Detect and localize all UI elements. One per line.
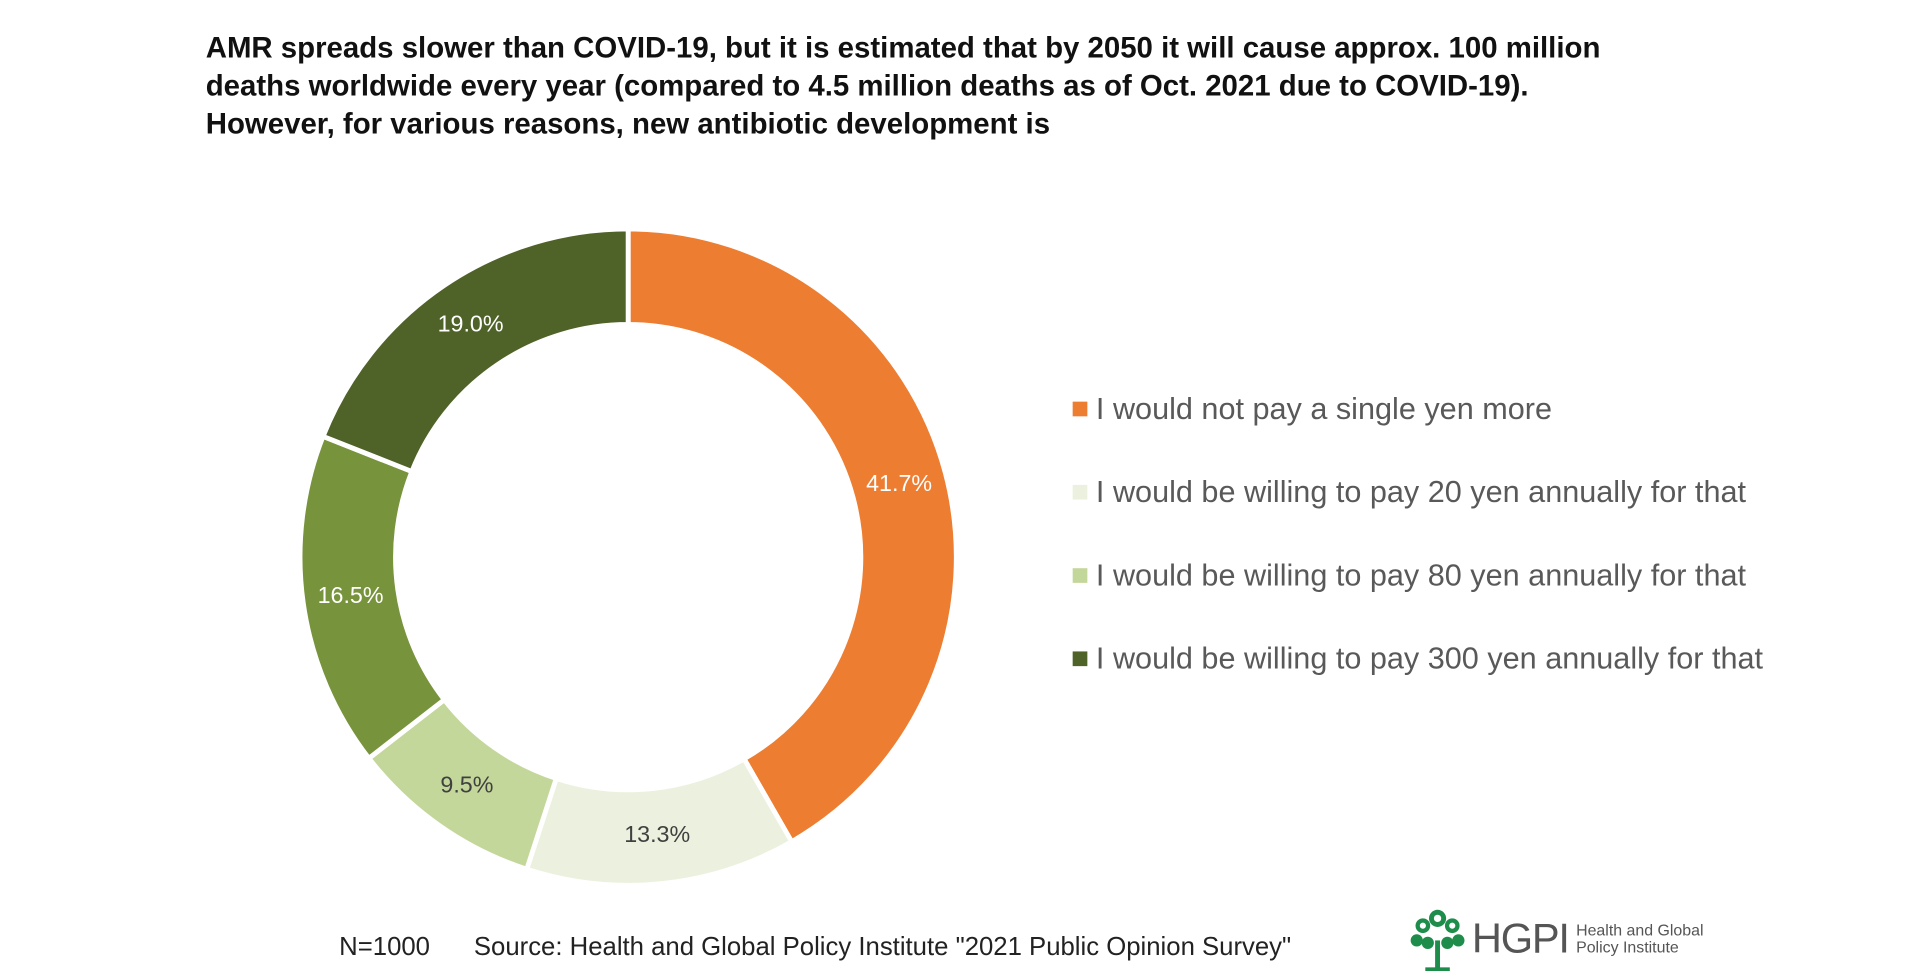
legend-swatch — [1072, 484, 1088, 500]
legend-item: I would not pay a single yen more — [1072, 367, 1763, 450]
slice-data-label: 9.5% — [440, 772, 493, 798]
legend-swatch — [1072, 401, 1088, 417]
legend-label: I would be willing to pay 80 yen annuall… — [1095, 557, 1747, 593]
tree-icon — [1410, 909, 1465, 972]
source-note: Source: Health and Global Policy Institu… — [473, 933, 1292, 962]
hgpi-logo: HGPI Health and Global Policy Institute — [1408, 906, 1704, 972]
legend-label: I would be willing to pay 20 yen annuall… — [1095, 474, 1747, 509]
logo-fullname: Health and Global Policy Institute — [1576, 920, 1704, 957]
title-line: deaths worldwide every year (compared to… — [205, 69, 1529, 103]
legend-item: I would be willing to pay 300 yen annual… — [1072, 617, 1764, 700]
slice-data-label: 19.0% — [438, 310, 504, 336]
legend-item: I would be willing to pay 80 yen annuall… — [1072, 534, 1763, 617]
donut-slice — [319, 226, 631, 475]
chart-legend: I would not pay a single yen more I woul… — [1072, 367, 1764, 700]
slice-data-label: 16.5% — [318, 582, 384, 608]
logo-abbreviation: HGPI — [1471, 915, 1570, 962]
legend-label: I would be willing to pay 300 yen annual… — [1095, 641, 1764, 676]
donut-slice — [625, 226, 959, 846]
logo-name-line: Policy Institute — [1576, 937, 1679, 957]
chart-footer: N=1000 Source: Health and Global Policy … — [339, 933, 1291, 962]
logo-name-line: Health and Global — [1576, 920, 1704, 940]
title-line: However, for various reasons, new antibi… — [205, 107, 1051, 141]
slice-data-label: 13.3% — [624, 821, 690, 847]
legend-label: I would not pay a single yen more — [1095, 391, 1552, 426]
slice-data-label: 41.7% — [866, 470, 932, 496]
legend-swatch — [1072, 568, 1088, 583]
sample-size: N=1000 — [339, 933, 430, 962]
legend-swatch — [1072, 651, 1088, 667]
chart-title: AMR spreads slower than COVID-19, but it… — [206, 29, 1700, 143]
title-line: AMR spreads slower than COVID-19, but it… — [205, 31, 1601, 65]
legend-item: I would be willing to pay 20 yen annuall… — [1072, 451, 1763, 534]
